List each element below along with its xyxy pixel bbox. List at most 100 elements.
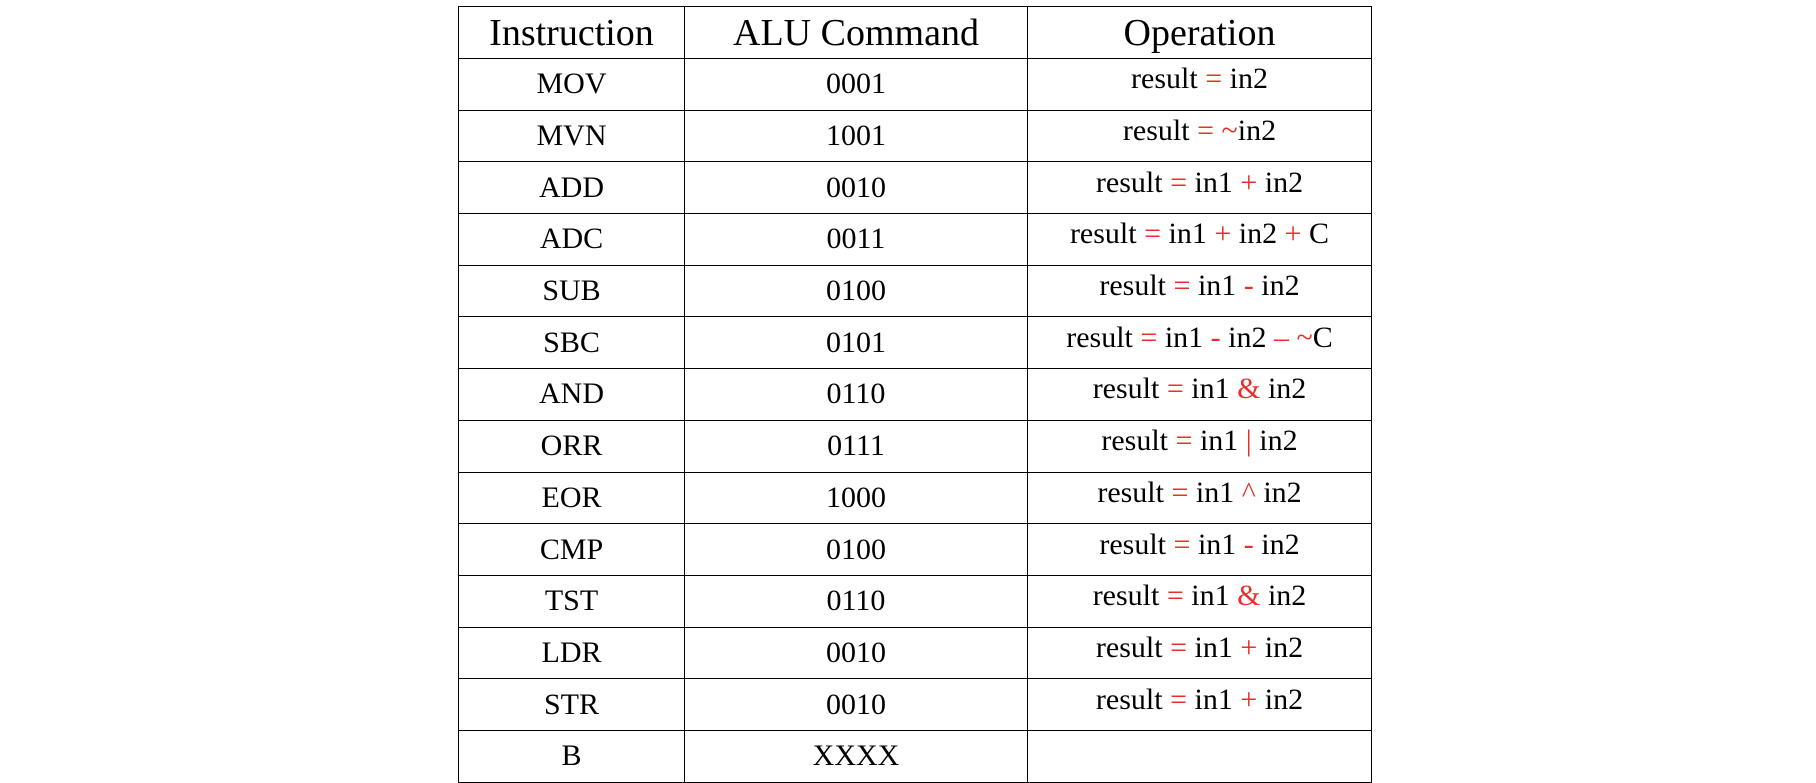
table-row: CMP 0100 result = in1 - in2 (458, 523, 1372, 576)
alu-command-cell: 0111 (684, 419, 1028, 473)
alu-command-cell: XXXX (684, 729, 1028, 783)
operand-token: in2 (1229, 62, 1268, 96)
operation-cell: result = in1 - in2 (1027, 523, 1372, 576)
operator-symbol: ^ (1234, 475, 1264, 509)
instruction-cell: EOR (458, 471, 685, 525)
operator-symbol: = (1166, 269, 1198, 303)
operand-token: result (1095, 682, 1163, 716)
operator-symbol: | (1238, 424, 1260, 458)
table-row: ADD 0010 result = in1 + in2 (458, 161, 1372, 215)
table-row: SUB 0100 result = in1 - in2 (458, 264, 1372, 318)
instruction-cell: MVN (458, 109, 685, 163)
operator-symbol: = (1166, 527, 1198, 561)
alu-command-cell: 0100 (684, 264, 1028, 318)
instruction-cell: CMP (458, 523, 685, 576)
operation-expression: result = in1 - in2 – ~C (1066, 321, 1333, 355)
operand-token: result (1097, 475, 1164, 509)
operand-token: in2 (1238, 217, 1278, 251)
operand-token: in1 (1197, 527, 1237, 561)
operator-symbol: + (1232, 630, 1265, 664)
operation-expression: result = in1 | in2 (1101, 424, 1297, 458)
instruction-cell: ADC (458, 213, 685, 266)
alu-command-cell: 0010 (684, 678, 1028, 731)
instruction-cell: B (458, 729, 685, 783)
operation-expression: result = in1 + in2 (1096, 631, 1303, 665)
instruction-cell: TST (458, 574, 685, 628)
operator-symbol: - (1203, 320, 1229, 354)
operator-symbol: - (1236, 527, 1262, 561)
operand-token: in1 (1194, 630, 1233, 664)
operation-expression: result = in1 + in2 (1096, 683, 1303, 717)
operation-expression: result = in1 + in2 (1096, 166, 1303, 200)
instruction-cell: LDR (458, 626, 685, 680)
table-row: MOV 0001 result = in2 (458, 58, 1372, 111)
operator-symbol: = (1159, 579, 1192, 613)
operation-cell: result = in1 - in2 – ~C (1027, 316, 1372, 370)
alu-command-cell: 0010 (684, 161, 1028, 215)
operand-token: in1 (1194, 165, 1233, 199)
operand-token: in1 (1191, 579, 1230, 613)
operand-token: in2 (1237, 114, 1277, 148)
operation-cell: result = in1 ^ in2 (1027, 471, 1372, 525)
header-operation: Operation (1027, 6, 1372, 59)
operand-token: in2 (1228, 320, 1267, 354)
operation-cell: result = ~in2 (1027, 109, 1372, 163)
operator-symbol: = (1162, 630, 1195, 664)
operand-token: in2 (1261, 269, 1300, 303)
table-row: STR 0010 result = in1 + in2 (458, 678, 1372, 731)
operator-symbol: + (1232, 682, 1265, 716)
operand-token: result (1099, 269, 1167, 303)
instruction-cell: AND (458, 368, 685, 421)
operator-symbol: = (1163, 475, 1196, 509)
table-row: AND 0110 result = in1 & in2 (458, 368, 1372, 421)
alu-command-cell: 0100 (684, 523, 1028, 576)
operation-cell: result = in1 + in2 (1027, 678, 1372, 731)
header-alu-command: ALU Command (684, 6, 1028, 59)
operand-token: in1 (1195, 475, 1235, 509)
table-row: ADC 0011 result = in1 + in2 + C (458, 213, 1372, 266)
operand-token: result (1066, 320, 1133, 354)
header-row: Instruction ALU Command Operation (458, 6, 1372, 59)
instruction-cell: MOV (458, 58, 685, 111)
operand-token: in2 (1261, 527, 1300, 561)
operand-token: in1 (1168, 217, 1207, 251)
operation-cell: result = in1 & in2 (1027, 574, 1372, 628)
instruction-cell: ADD (458, 161, 685, 215)
operand-token: in2 (1264, 682, 1304, 716)
operand-token: result (1101, 424, 1169, 458)
operand-token: in2 (1264, 630, 1304, 664)
operation-expression: result = in1 & in2 (1093, 579, 1307, 613)
operation-expression: result = in1 + in2 + C (1070, 217, 1329, 251)
operator-symbol: = (1162, 165, 1195, 199)
operation-cell: result = in1 & in2 (1027, 368, 1372, 421)
operator-symbol: = (1159, 372, 1192, 406)
alu-command-table: Instruction ALU Command Operation MOV 000… (458, 6, 1372, 783)
operation-cell: result = in1 + in2 + C (1027, 213, 1372, 266)
operation-cell: result = in1 | in2 (1027, 419, 1372, 473)
operand-token: in2 (1267, 579, 1307, 613)
operator-symbol: = (1168, 424, 1200, 458)
operator-symbol: - (1236, 269, 1262, 303)
operation-expression: result = in2 (1131, 62, 1268, 96)
operand-token: in1 (1191, 372, 1230, 406)
instruction-cell: ORR (458, 419, 685, 473)
operand-token: in1 (1194, 682, 1233, 716)
alu-command-cell: 1001 (684, 109, 1028, 163)
operand-token: result (1095, 630, 1163, 664)
operand-token: in1 (1164, 320, 1204, 354)
alu-command-cell: 1000 (684, 471, 1028, 525)
alu-command-cell: 0101 (684, 316, 1028, 370)
operator-symbol: = (1162, 682, 1195, 716)
alu-command-cell: 0011 (684, 213, 1028, 266)
table-header: Instruction ALU Command Operation (458, 6, 1372, 59)
table-body: MOV 0001 result = in2 MVN 1001 result = ~in2 A… (458, 58, 1372, 783)
operand-token: in1 (1197, 269, 1237, 303)
operator-symbol: = (1197, 62, 1230, 96)
operator-symbol: + (1277, 217, 1310, 251)
operand-token: result (1092, 372, 1160, 406)
operand-token: result (1099, 527, 1167, 561)
operation-expression: result = ~in2 (1123, 114, 1276, 148)
operator-symbol: = (1132, 320, 1165, 354)
table-row: B XXXX (458, 729, 1372, 783)
operator-symbol: & (1229, 579, 1268, 613)
